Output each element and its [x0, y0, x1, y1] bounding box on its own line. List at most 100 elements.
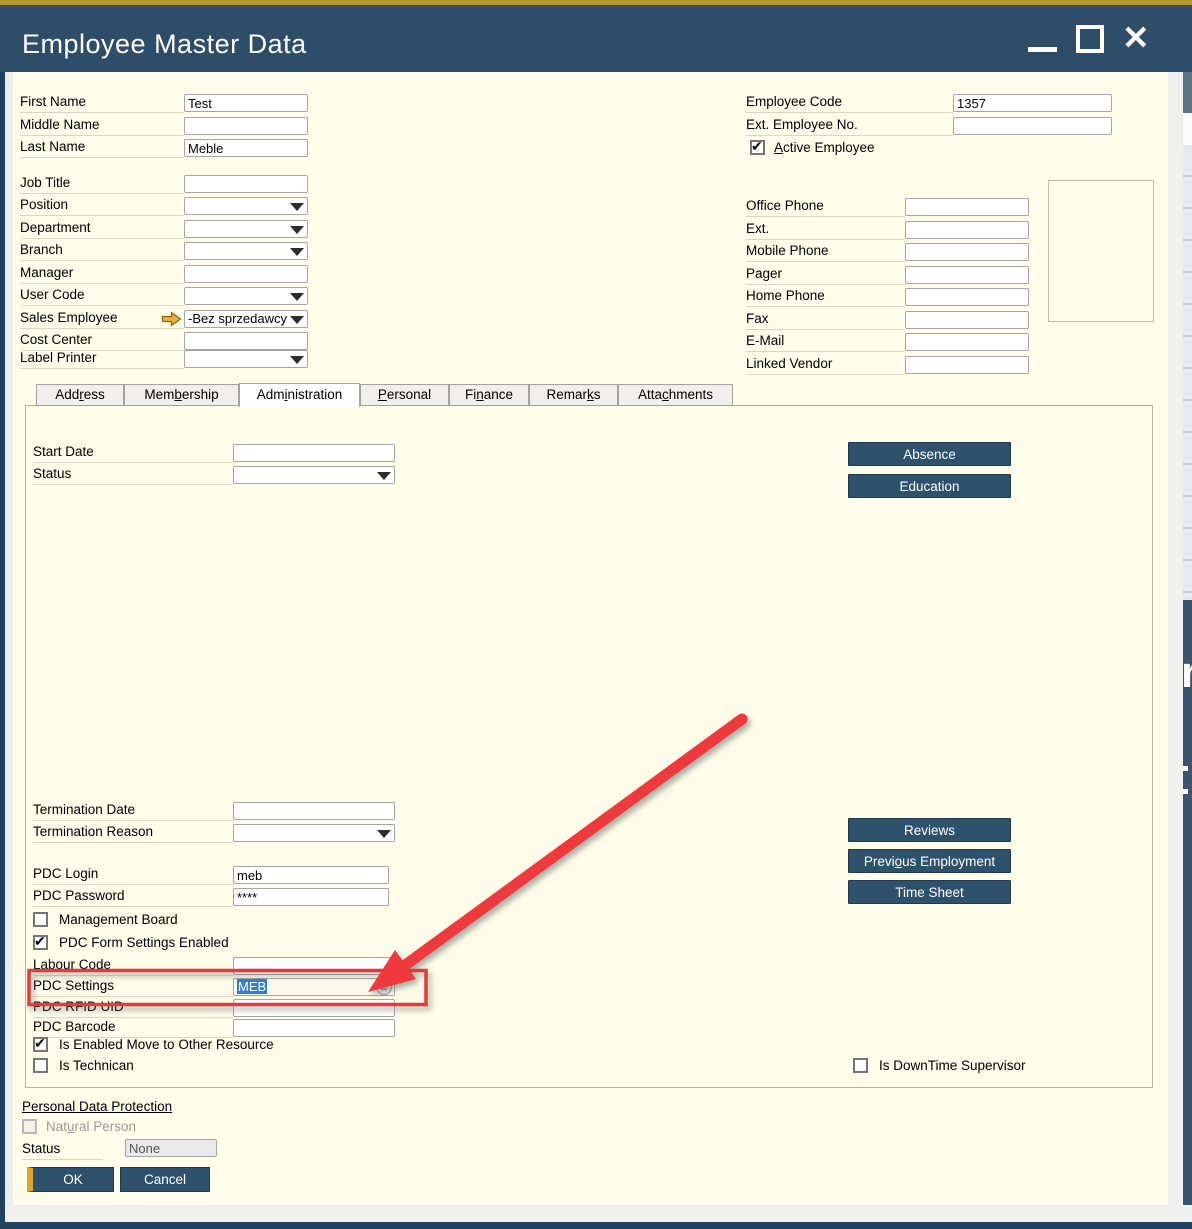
window-close-button[interactable]: ✕ — [1122, 19, 1150, 56]
form-row-department: Department — [20, 220, 308, 240]
title-bar: Employee Master Data ✕ — [0, 5, 1192, 72]
form-row-footer-status: Status — [22, 1139, 222, 1161]
first-name-label: First Name — [20, 94, 184, 113]
tab-remarks[interactable]: Remarks — [529, 384, 618, 406]
start-date-input[interactable] — [233, 444, 395, 462]
tab-label: Remarks — [546, 387, 601, 402]
termination-reason-combo[interactable] — [233, 824, 395, 842]
management-board-checkbox[interactable] — [33, 912, 48, 927]
ok-button[interactable]: OK — [27, 1167, 114, 1192]
sales-employee-combo[interactable]: -Bez sprzedawcy — [184, 310, 308, 328]
footer-status-label: Status — [22, 1141, 103, 1160]
termination-date-input[interactable] — [233, 802, 395, 820]
job-title-label: Job Title — [20, 175, 184, 194]
form-row-last-name: Last Name — [20, 139, 308, 159]
natural-person-label: Natural Person — [46, 1119, 137, 1134]
user-code-label: User Code — [20, 287, 184, 306]
ext-employee-no-input[interactable] — [953, 117, 1112, 135]
form-row-branch: Branch — [20, 242, 308, 262]
mobile-phone-label: Mobile Phone — [746, 243, 905, 262]
tab-address[interactable]: Address — [36, 384, 124, 406]
form-row-first-name: First Name — [20, 94, 308, 114]
pager-input[interactable] — [905, 266, 1029, 284]
branch-combo[interactable] — [184, 242, 308, 260]
window-left-frame — [5, 72, 13, 1205]
form-row-user-code: User Code — [20, 287, 308, 307]
window-minimize-button[interactable] — [1028, 47, 1057, 52]
cancel-button[interactable]: Cancel — [120, 1167, 210, 1192]
form-row-pager: Pager — [746, 266, 1030, 286]
is-technican-checkbox[interactable] — [33, 1058, 48, 1073]
manager-input[interactable] — [184, 265, 308, 283]
background-partial-text: r — [1183, 648, 1192, 697]
form-row-manager: Manager — [20, 265, 308, 285]
last-name-input[interactable] — [184, 139, 308, 157]
pdc-password-label: PDC Password — [33, 888, 233, 907]
form-row-employee-code: Employee Code — [746, 94, 1112, 114]
background-window-sliver — [1183, 72, 1192, 113]
time-sheet-button[interactable]: Time Sheet — [848, 880, 1011, 904]
ext-phone-input[interactable] — [905, 221, 1029, 239]
form-row-termination-date: Termination Date — [33, 802, 395, 822]
fax-input[interactable] — [905, 311, 1029, 329]
employee-photo-box[interactable] — [1048, 180, 1154, 322]
form-row-email: E-Mail — [746, 333, 1030, 353]
pdc-password-input[interactable] — [233, 888, 389, 906]
form-row-termination-reason: Termination Reason — [33, 824, 395, 844]
pdc-barcode-input[interactable] — [233, 1019, 395, 1037]
reviews-button[interactable]: Reviews — [848, 818, 1011, 842]
personal-data-protection-link[interactable]: Personal Data Protection — [22, 1099, 173, 1114]
downtime-supervisor-label: Is DownTime Supervisor — [879, 1058, 1026, 1073]
ext-employee-no-label: Ext. Employee No. — [746, 117, 953, 136]
chevron-down-icon — [290, 248, 304, 256]
form-row-status: Status — [33, 466, 395, 486]
active-employee-checkbox[interactable] — [750, 138, 765, 155]
downtime-supervisor-checkbox[interactable] — [853, 1058, 868, 1073]
form-row-sales-employee: Sales Employee -Bez sprzedawcy — [20, 310, 308, 330]
department-combo[interactable] — [184, 220, 308, 238]
office-phone-input[interactable] — [905, 198, 1029, 216]
chevron-down-icon — [290, 293, 304, 301]
first-name-input[interactable] — [184, 94, 308, 112]
tab-personal[interactable]: Personal — [360, 384, 449, 406]
tab-label: Address — [55, 387, 105, 402]
previous-employment-button[interactable]: Previous Employment — [848, 849, 1011, 873]
tab-finance[interactable]: Finance — [449, 384, 529, 406]
job-title-input[interactable] — [184, 175, 308, 193]
form-row-is-technican: Is Technican — [33, 1058, 333, 1078]
form-row-home-phone: Home Phone — [746, 288, 1030, 308]
linked-vendor-input[interactable] — [905, 356, 1029, 374]
move-other-resource-checkbox[interactable] — [33, 1035, 48, 1052]
is-technican-label: Is Technican — [59, 1058, 134, 1073]
tab-content-panel — [25, 405, 1153, 1088]
home-phone-input[interactable] — [905, 288, 1029, 306]
status-combo[interactable] — [233, 466, 395, 484]
ext-phone-label: Ext. — [746, 221, 905, 240]
middle-name-input[interactable] — [184, 117, 308, 135]
mobile-phone-input[interactable] — [905, 243, 1029, 261]
employee-code-input[interactable] — [953, 94, 1112, 112]
label-printer-combo[interactable] — [184, 350, 308, 368]
cost-center-input[interactable] — [184, 332, 308, 350]
window-bottom-frame — [5, 1205, 1183, 1222]
tab-membership[interactable]: Membership — [124, 384, 239, 406]
pdc-form-settings-label: PDC Form Settings Enabled — [59, 935, 229, 950]
tab-label: Personal — [377, 387, 432, 402]
chevron-down-icon — [290, 226, 304, 234]
window-maximize-button[interactable] — [1076, 25, 1104, 53]
chevron-down-icon — [290, 356, 304, 364]
education-button[interactable]: Education — [848, 474, 1011, 498]
middle-name-label: Middle Name — [20, 117, 184, 136]
tab-administration[interactable]: Administration — [239, 383, 360, 407]
email-input[interactable] — [905, 333, 1029, 351]
pdc-login-input[interactable] — [233, 866, 389, 884]
pdc-barcode-label: PDC Barcode — [33, 1019, 233, 1038]
link-arrow-icon[interactable] — [161, 311, 182, 330]
sales-employee-label: Sales Employee — [20, 310, 184, 329]
user-code-combo[interactable] — [184, 287, 308, 305]
form-row-natural-person: Natural Person — [22, 1119, 322, 1139]
pdc-form-settings-checkbox[interactable] — [33, 933, 48, 950]
absence-button[interactable]: Absence — [848, 442, 1011, 466]
position-combo[interactable] — [184, 197, 308, 215]
tab-attachments[interactable]: Attachments — [618, 384, 733, 406]
